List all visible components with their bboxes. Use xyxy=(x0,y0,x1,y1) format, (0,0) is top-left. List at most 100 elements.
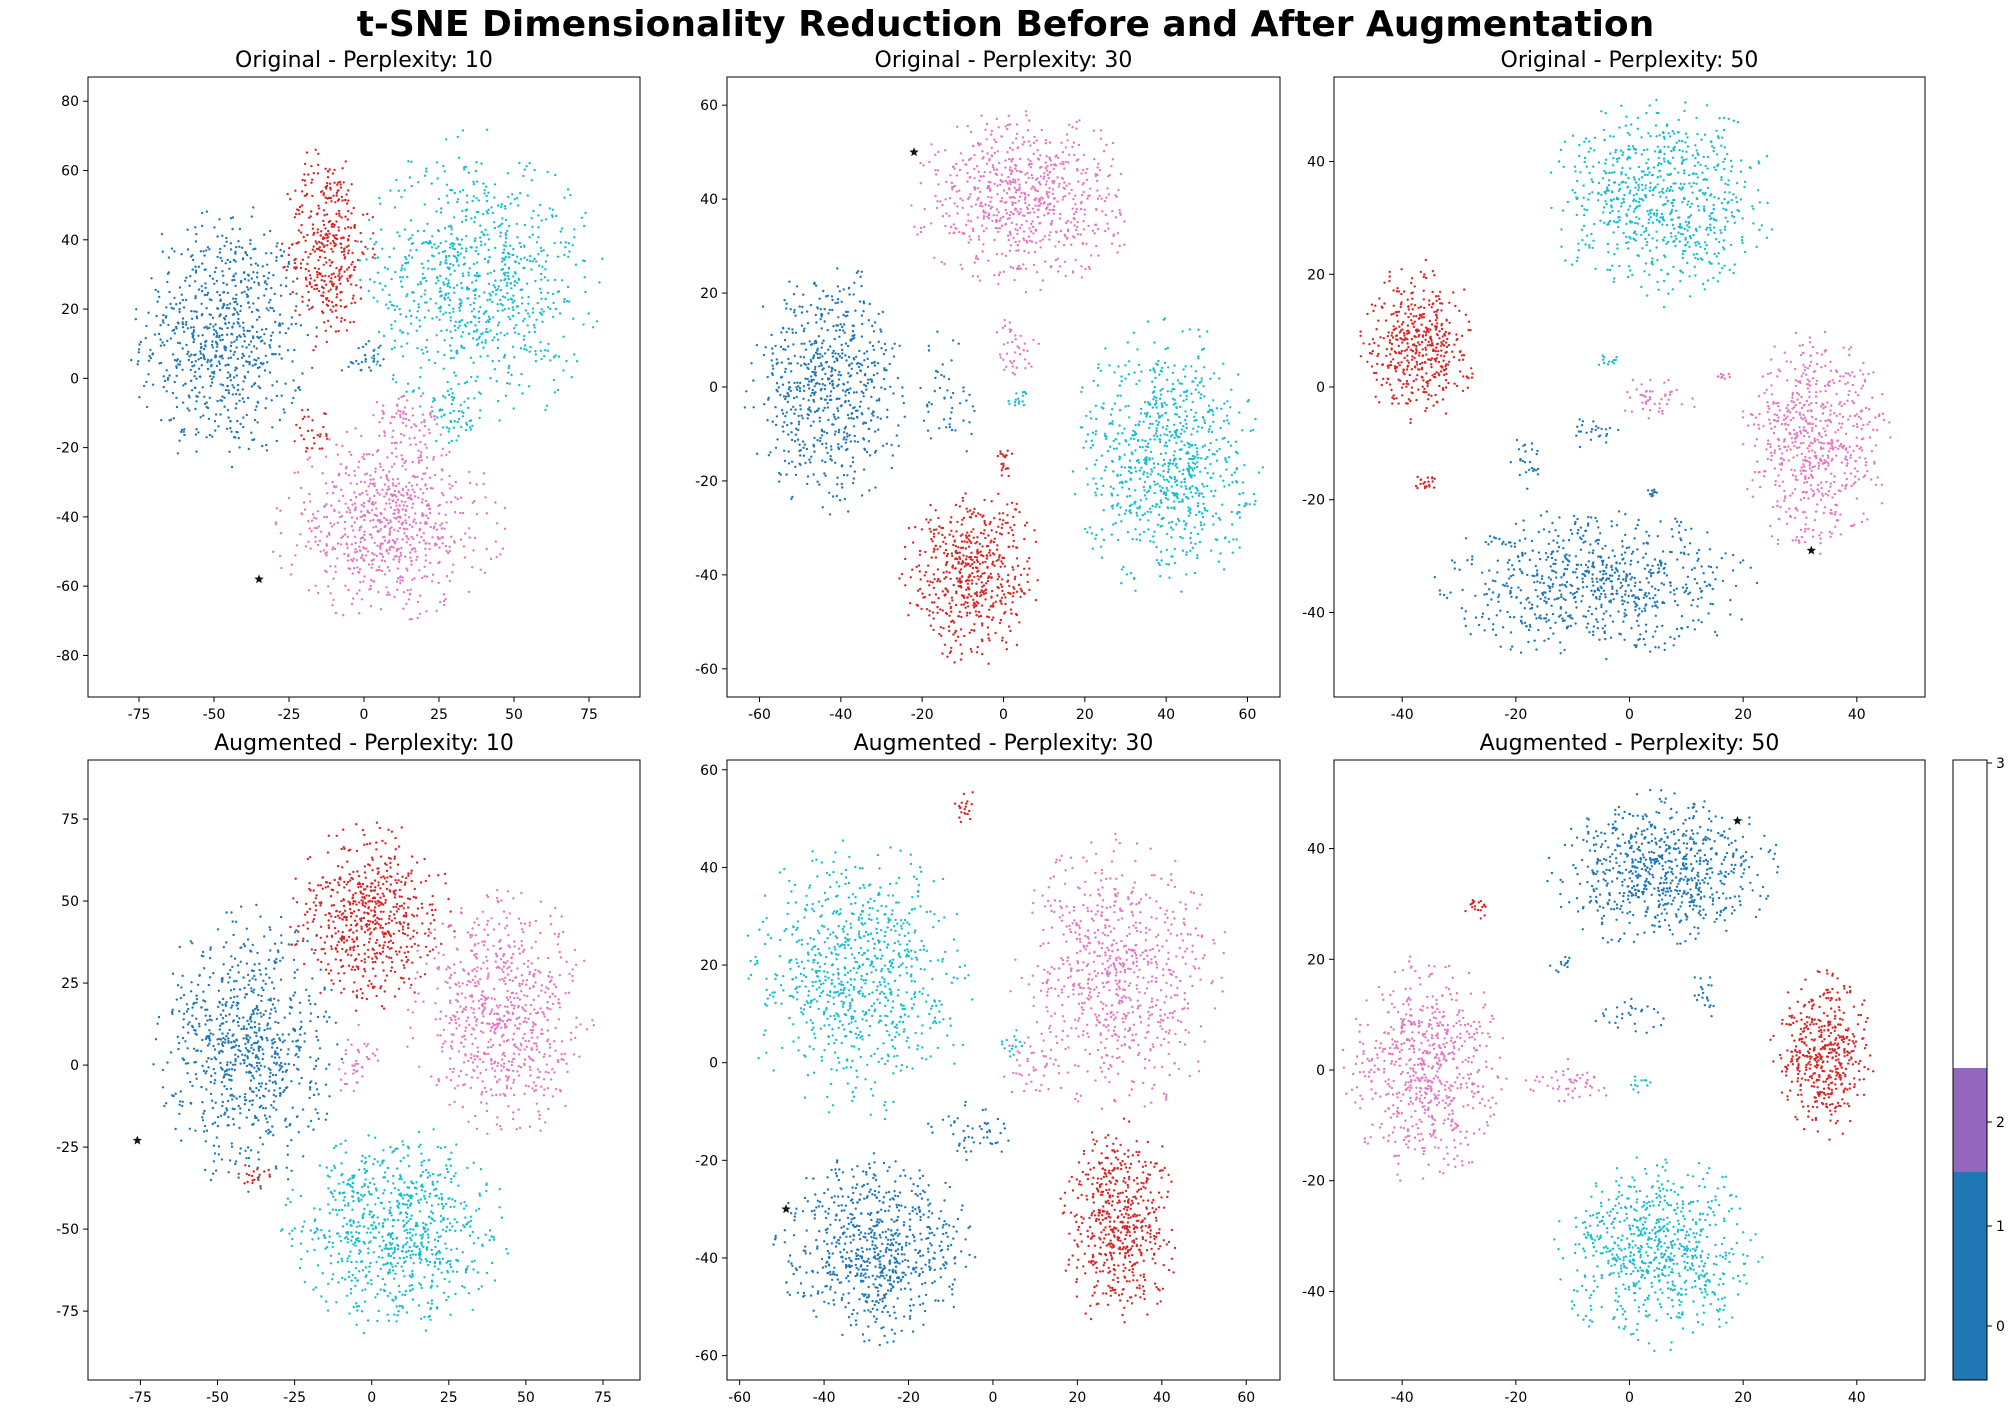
data-point xyxy=(874,449,878,453)
data-point xyxy=(821,442,824,446)
data-point xyxy=(428,431,431,435)
data-point xyxy=(249,286,253,290)
data-point xyxy=(235,392,238,396)
data-point xyxy=(968,158,971,161)
data-point xyxy=(1149,511,1153,514)
data-point xyxy=(573,353,576,356)
data-point xyxy=(306,408,309,411)
data-point xyxy=(340,515,344,518)
data-point xyxy=(1223,436,1226,440)
data-point xyxy=(231,216,235,219)
data-point xyxy=(242,333,245,336)
data-point xyxy=(1191,461,1195,464)
data-point xyxy=(207,417,211,421)
data-point xyxy=(283,265,286,269)
data-point xyxy=(315,517,318,520)
data-point xyxy=(176,358,179,361)
data-point xyxy=(379,528,383,531)
data-point xyxy=(419,282,422,286)
data-point xyxy=(472,330,476,333)
data-point xyxy=(257,296,260,300)
data-point xyxy=(1021,136,1025,139)
data-point xyxy=(270,399,273,402)
data-point xyxy=(330,277,333,280)
data-point xyxy=(1034,204,1037,207)
data-point xyxy=(802,454,806,457)
data-point xyxy=(1067,161,1070,164)
data-point xyxy=(208,274,212,278)
data-point xyxy=(206,360,209,364)
data-point xyxy=(271,426,274,429)
data-point xyxy=(293,348,296,352)
data-point xyxy=(229,427,232,430)
data-point xyxy=(408,309,411,312)
data-point xyxy=(388,487,391,491)
data-point xyxy=(1131,434,1134,437)
data-point xyxy=(544,218,548,221)
data-point xyxy=(1033,198,1036,201)
data-point xyxy=(1119,394,1122,397)
data-point xyxy=(840,356,843,359)
data-point xyxy=(312,349,315,352)
data-point xyxy=(1154,505,1157,508)
data-point xyxy=(830,448,833,451)
data-point xyxy=(227,416,230,419)
data-point xyxy=(375,240,378,244)
data-point xyxy=(299,324,303,327)
data-point xyxy=(160,419,163,422)
data-point xyxy=(185,321,188,324)
data-point xyxy=(1046,212,1050,215)
data-point xyxy=(317,247,320,251)
data-point xyxy=(232,274,235,277)
data-point xyxy=(1111,460,1115,463)
data-point xyxy=(508,318,512,321)
data-point xyxy=(376,519,380,522)
data-point xyxy=(341,199,344,202)
data-point xyxy=(468,426,472,429)
data-point xyxy=(453,291,456,294)
data-point xyxy=(963,232,966,235)
data-point xyxy=(331,491,335,495)
data-point xyxy=(213,328,216,331)
data-point xyxy=(1252,493,1256,496)
data-point xyxy=(268,371,272,374)
data-point xyxy=(487,248,490,252)
data-point xyxy=(1075,207,1078,211)
data-point xyxy=(386,488,389,491)
data-point xyxy=(452,310,455,313)
data-point xyxy=(1120,568,1124,571)
data-point xyxy=(1151,380,1154,383)
data-point xyxy=(448,304,451,307)
data-point xyxy=(329,565,332,568)
data-point xyxy=(1052,208,1056,212)
data-point xyxy=(1070,221,1073,224)
data-point xyxy=(764,346,767,349)
data-point xyxy=(320,279,323,282)
data-point xyxy=(1195,487,1199,490)
data-point xyxy=(424,559,427,562)
data-point xyxy=(400,395,403,399)
data-point xyxy=(836,397,839,400)
data-point xyxy=(552,301,555,305)
y-tick-label: 80 xyxy=(61,94,79,110)
data-point xyxy=(420,295,423,298)
data-point xyxy=(1185,522,1188,525)
data-point xyxy=(467,271,470,274)
data-point xyxy=(164,316,168,319)
data-point xyxy=(217,360,221,363)
data-point xyxy=(862,310,865,313)
data-point xyxy=(308,308,311,311)
data-point xyxy=(436,177,439,180)
data-point xyxy=(865,450,869,454)
data-point xyxy=(405,261,408,265)
data-point xyxy=(810,375,813,378)
data-point xyxy=(487,191,490,194)
data-point xyxy=(339,463,343,466)
data-point xyxy=(376,300,379,303)
data-point xyxy=(849,403,852,407)
data-point xyxy=(836,476,839,479)
data-point xyxy=(1173,398,1176,402)
data-point xyxy=(362,505,366,508)
data-point xyxy=(247,279,250,282)
data-point xyxy=(513,284,516,287)
